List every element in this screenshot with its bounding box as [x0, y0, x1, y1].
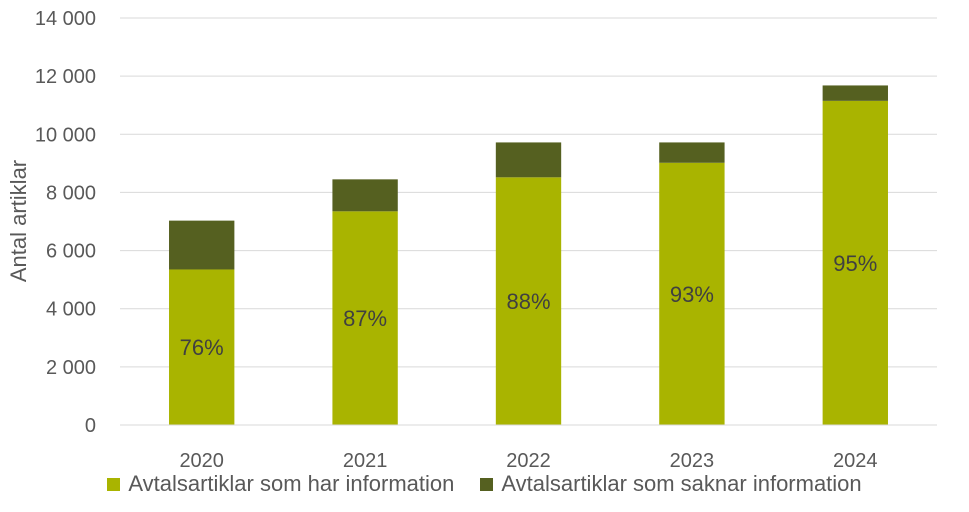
data-label: 76% — [180, 335, 224, 360]
bar-lacks-information — [169, 220, 235, 270]
y-tick-label: 6 000 — [46, 241, 96, 263]
y-axis-label: Antal artiklar — [6, 160, 31, 282]
x-tick-label: 2022 — [506, 450, 551, 472]
x-axis-ticks: 2020 2021 2022 2023 2024 — [179, 450, 877, 472]
legend-label-has-information: Avtalsartiklar som har information — [128, 471, 455, 496]
y-axis-ticks: 0 2 000 4 000 6 000 8 000 10 000 12 000 14 000 — [35, 8, 96, 437]
x-tick-label: 2024 — [833, 450, 878, 472]
x-tick-label: 2021 — [343, 450, 388, 472]
legend-swatch-lacks-information — [480, 477, 494, 491]
y-tick-label: 4 000 — [46, 299, 96, 321]
legend-swatch-has-information — [107, 477, 121, 491]
bar-lacks-information — [822, 85, 888, 101]
data-label: 87% — [343, 306, 387, 331]
y-tick-label: 12 000 — [35, 66, 96, 88]
bar-lacks-information — [659, 142, 725, 163]
bar-has-information — [822, 100, 888, 425]
legend-label-lacks-information: Avtalsartiklar som saknar information — [501, 471, 862, 496]
bar-has-information — [495, 177, 562, 425]
x-tick-label: 2023 — [670, 450, 715, 472]
data-label: 95% — [833, 251, 877, 276]
y-tick-label: 8 000 — [46, 182, 96, 204]
bar-has-information — [169, 269, 235, 425]
legend-item-has-information: Avtalsartiklar som har information — [107, 471, 454, 497]
x-tick-label: 2020 — [179, 450, 224, 472]
bar-lacks-information — [495, 142, 562, 178]
bar-has-information — [332, 211, 398, 425]
bars: 76% 87% 88% 93% 95% — [169, 85, 888, 426]
y-tick-label: 14 000 — [35, 8, 96, 30]
y-tick-label: 10 000 — [35, 124, 96, 146]
legend-item-lacks-information: Avtalsartiklar som saknar information — [480, 471, 862, 497]
y-tick-label: 0 — [85, 415, 96, 437]
data-label: 88% — [506, 289, 550, 314]
bar-lacks-information — [332, 179, 398, 212]
data-label: 93% — [670, 282, 714, 307]
y-tick-label: 2 000 — [46, 357, 96, 379]
legend: Avtalsartiklar som har information Avtal… — [0, 470, 969, 498]
bar-has-information — [659, 162, 725, 426]
